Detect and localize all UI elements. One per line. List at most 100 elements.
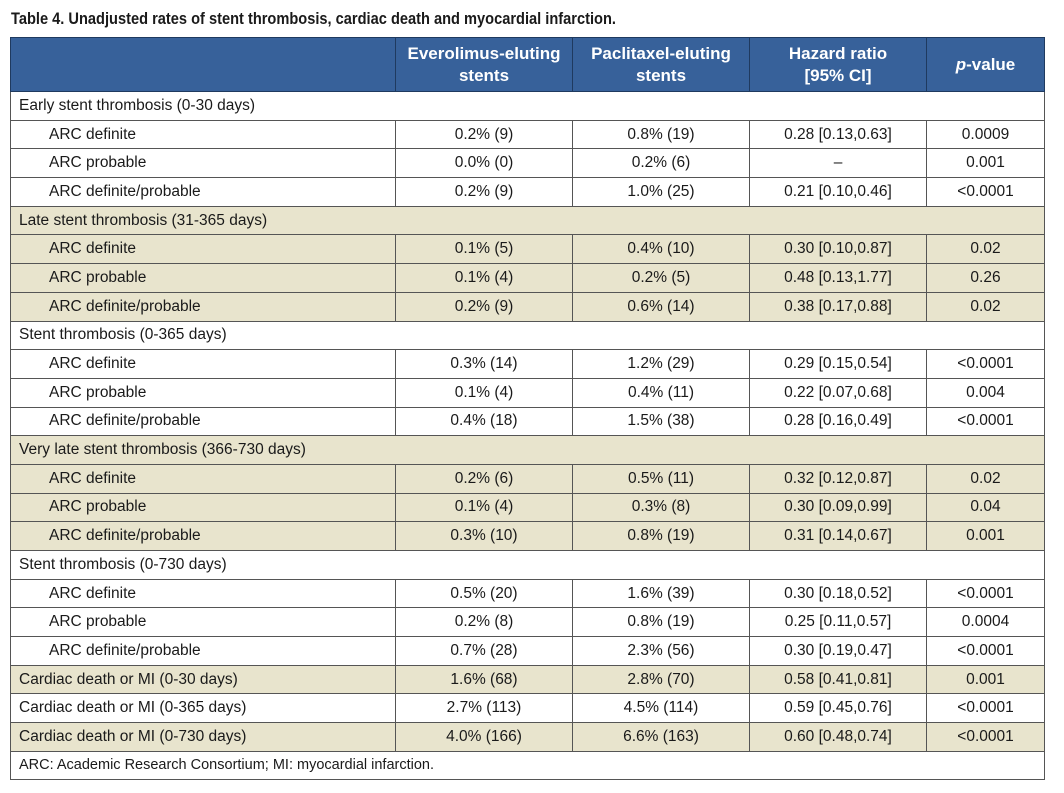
table-row: ARC definite 0.2% (6) 0.5% (11) 0.32 [0.12,… [10,463,1045,494]
table-row: ARC probable 0.1% (4) 0.2% (5) 0.48 [0.13,1… [10,263,1045,293]
everolimus-value: 0.5% (20) [395,578,573,609]
header-paclitaxel: Paclitaxel-eluting stents [572,37,750,92]
row-label: ARC definite/probable [10,177,396,207]
table-row: ARC definite 0.2% (9) 0.8% (19) 0.28 [0.13,… [10,119,1045,150]
table-row: ARC definite/probable 0.2% (9) 0.6% (14) 0.… [10,291,1045,322]
paclitaxel-value: 6.6% (163) [572,722,750,752]
hazard-ratio-value: 0.30 [0.09,0.99] [749,492,927,523]
hazard-ratio-value: 0.31 [0.14,0.67] [749,521,927,551]
hazard-ratio-value: 0.60 [0.48,0.74] [749,722,927,752]
table-group-row: Stent thrombosis (0-365 days) [10,320,1045,351]
table-caption: Table 4. Unadjusted rates of stent throm… [11,9,616,28]
p-value: <0.0001 [926,349,1045,379]
everolimus-value: 4.0% (166) [395,722,573,752]
group-label: Late stent thrombosis (31-365 days) [10,205,1045,236]
paclitaxel-value: 1.5% (38) [572,406,750,437]
hazard-ratio-value: 0.22 [0.07,0.68] [749,377,927,408]
p-value: 0.02 [926,463,1045,494]
header-hazard-line2: [95% CI] [804,65,872,85]
hazard-ratio-value: 0.30 [0.10,0.87] [749,234,927,265]
results-table: Everolimus-eluting stents Paclitaxel-elut… [10,37,1045,780]
paclitaxel-value: 0.4% (10) [572,234,750,265]
table-row: ARC definite/probable 0.2% (9) 1.0% (25) 0.… [10,177,1045,207]
hazard-ratio-value: – [749,148,927,179]
everolimus-value: 0.1% (4) [395,263,573,293]
table-row: ARC definite 0.5% (20) 1.6% (39) 0.30 [0.18… [10,578,1045,609]
p-value: 0.001 [926,521,1045,551]
table-row: ARC probable 0.1% (4) 0.3% (8) 0.30 [0.09,0… [10,492,1045,523]
everolimus-value: 0.1% (5) [395,234,573,265]
table-body: Early stent thrombosis (0-30 days) ARC de… [10,91,1045,752]
hazard-ratio-value: 0.30 [0.19,0.47] [749,636,927,666]
paclitaxel-value: 1.0% (25) [572,177,750,207]
footnote-row: ARC: Academic Research Consortium; MI: m… [10,750,1045,780]
row-label: ARC definite [10,119,396,150]
p-value: 0.04 [926,492,1045,523]
table-row: ARC definite/probable 0.4% (18) 1.5% (38) 0… [10,406,1045,437]
p-value: 0.02 [926,234,1045,265]
table-header-row: Everolimus-eluting stents Paclitaxel-elut… [10,37,1045,92]
group-label: Early stent thrombosis (0-30 days) [10,91,1045,121]
row-label: ARC probable [10,263,396,293]
everolimus-value: 0.3% (10) [395,521,573,551]
paclitaxel-value: 2.3% (56) [572,636,750,666]
everolimus-value: 0.2% (9) [395,177,573,207]
everolimus-value: 0.2% (9) [395,291,573,322]
everolimus-value: 0.2% (6) [395,463,573,494]
row-label: ARC definite/probable [10,636,396,666]
everolimus-value: 1.6% (68) [395,664,573,695]
row-label: ARC probable [10,148,396,179]
header-paclitaxel-line1: Paclitaxel-eluting [591,43,731,63]
table-row: Cardiac death or MI (0-365 days) 2.7% (11… [10,693,1045,724]
hazard-ratio-value: 0.30 [0.18,0.52] [749,578,927,609]
header-empty [10,37,396,92]
hazard-ratio-value: 0.29 [0.15,0.54] [749,349,927,379]
p-value: <0.0001 [926,177,1045,207]
everolimus-value: 0.2% (9) [395,119,573,150]
paclitaxel-value: 0.6% (14) [572,291,750,322]
header-everolimus-line1: Everolimus-eluting [407,43,561,63]
p-value: <0.0001 [926,693,1045,724]
row-label: ARC definite [10,349,396,379]
row-label: ARC probable [10,607,396,638]
everolimus-value: 2.7% (113) [395,693,573,724]
row-label: Cardiac death or MI (0-30 days) [10,664,396,695]
hazard-ratio-value: 0.28 [0.16,0.49] [749,406,927,437]
p-value: <0.0001 [926,636,1045,666]
table-row: Cardiac death or MI (0-30 days) 1.6% (68)… [10,664,1045,695]
row-label: ARC definite/probable [10,291,396,322]
table-group-row: Very late stent thrombosis (366-730 days… [10,435,1045,465]
p-value: <0.0001 [926,722,1045,752]
everolimus-value: 0.7% (28) [395,636,573,666]
row-label: ARC probable [10,377,396,408]
everolimus-value: 0.3% (14) [395,349,573,379]
p-value: <0.0001 [926,578,1045,609]
hazard-ratio-value: 0.25 [0.11,0.57] [749,607,927,638]
row-label: ARC definite/probable [10,406,396,437]
table-row: ARC probable 0.0% (0) 0.2% (6) –0.001 [10,148,1045,179]
paclitaxel-value: 0.4% (11) [572,377,750,408]
table-row: ARC definite 0.3% (14) 1.2% (29) 0.29 [0.15… [10,349,1045,379]
paclitaxel-value: 0.5% (11) [572,463,750,494]
p-value: <0.0001 [926,406,1045,437]
paclitaxel-value: 2.8% (70) [572,664,750,695]
hazard-ratio-value: 0.48 [0.13,1.77] [749,263,927,293]
everolimus-value: 0.2% (8) [395,607,573,638]
paclitaxel-value: 0.8% (19) [572,521,750,551]
table-row: ARC probable 0.1% (4) 0.4% (11) 0.22 [0.07,… [10,377,1045,408]
header-p-rest: -value [966,54,1016,74]
p-value: 0.001 [926,664,1045,695]
paclitaxel-value: 0.2% (5) [572,263,750,293]
everolimus-value: 0.0% (0) [395,148,573,179]
header-everolimus-line2: stents [458,65,510,85]
table-row: ARC definite/probable 0.7% (28) 2.3% (56) 0… [10,636,1045,666]
everolimus-value: 0.1% (4) [395,492,573,523]
table-group-row: Late stent thrombosis (31-365 days) [10,205,1045,236]
header-paclitaxel-line2: stents [635,65,687,85]
table-row: Cardiac death or MI (0-730 days) 4.0% (16… [10,722,1045,752]
hazard-ratio-value: 0.59 [0.45,0.76] [749,693,927,724]
p-value: 0.004 [926,377,1045,408]
row-label: ARC definite [10,578,396,609]
row-label: ARC probable [10,492,396,523]
paclitaxel-value: 1.2% (29) [572,349,750,379]
